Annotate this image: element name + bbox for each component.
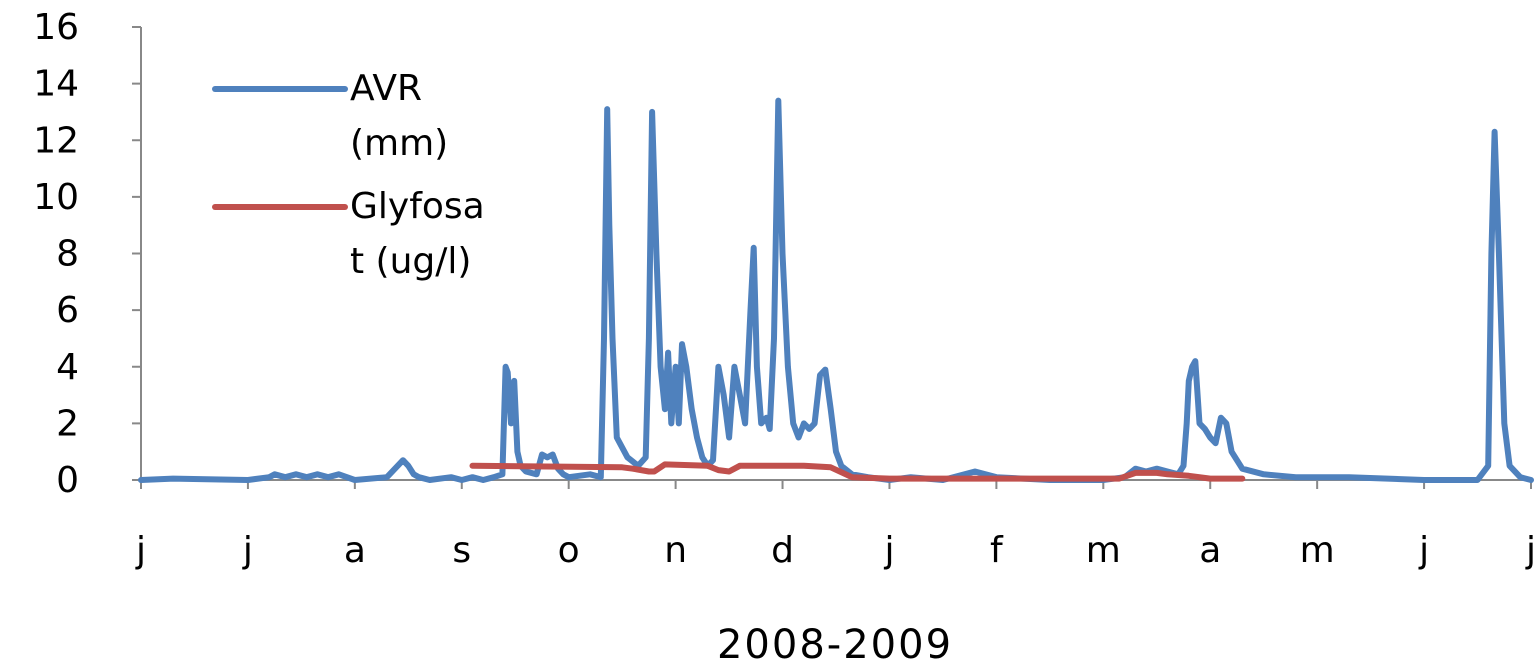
series-line-glyfosat bbox=[469, 461, 1246, 482]
x-tick-label: s bbox=[452, 530, 471, 571]
y-tick-label: 14 bbox=[33, 64, 79, 105]
y-tick-label: 10 bbox=[33, 177, 79, 218]
legend: AVR (mm) Glyfosa t (ug/l) bbox=[212, 68, 485, 282]
y-tick-label: 6 bbox=[56, 290, 79, 331]
series-line-avr bbox=[138, 97, 1534, 483]
y-tick-label: 8 bbox=[56, 234, 79, 275]
y-tick-label: 0 bbox=[56, 460, 79, 501]
y-tick-label: 2 bbox=[56, 403, 79, 444]
x-tick-label: a bbox=[1199, 530, 1221, 571]
legend-label-glyfosat: Glyfosa t (ug/l) bbox=[350, 186, 485, 282]
y-tick-label: 12 bbox=[33, 120, 79, 161]
x-tick-label: m bbox=[1086, 530, 1121, 571]
x-tick-label: j bbox=[1418, 530, 1429, 571]
series-lines bbox=[138, 97, 1534, 483]
x-tick-label: j bbox=[1525, 530, 1536, 571]
x-tick-label: f bbox=[990, 530, 1004, 571]
x-tick-marks bbox=[140, 480, 1532, 489]
x-axis-title: 2008-2009 bbox=[717, 622, 953, 668]
y-tick-label: 16 bbox=[33, 7, 79, 48]
y-tick-label: 4 bbox=[56, 347, 79, 388]
x-tick-label: j bbox=[242, 530, 253, 571]
x-tick-label: d bbox=[771, 530, 794, 571]
y-tick-labels: 0 2 4 6 8 10 12 14 16 bbox=[33, 7, 79, 501]
x-tick-label: o bbox=[558, 530, 580, 571]
x-tick-label: j bbox=[883, 530, 894, 571]
y-tick-marks bbox=[132, 26, 141, 481]
x-tick-label: n bbox=[664, 530, 687, 571]
x-tick-label: a bbox=[344, 530, 366, 571]
x-tick-label: j bbox=[135, 530, 146, 571]
legend-label-avr: AVR (mm) bbox=[350, 68, 448, 164]
x-tick-label: m bbox=[1300, 530, 1335, 571]
